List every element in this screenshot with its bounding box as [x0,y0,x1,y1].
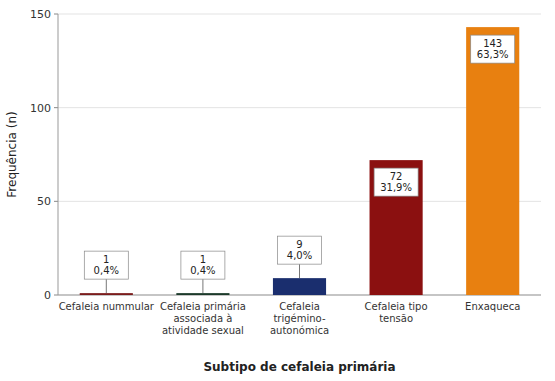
x-tick-label: Cefaleia tipotensão [365,301,428,324]
y-tick [54,201,58,202]
label-leader [299,264,300,278]
label-box [181,251,225,279]
y-tick-label: 50 [37,195,51,208]
x-tick-label: Cefaleia nummular [59,301,155,312]
x-tick-label: Cefaleiatrigémino-autonómica [270,301,329,336]
y-tick-label: 0 [44,289,51,302]
x-axis: Cefaleia nummular Cefaleia primáriaassoci… [59,301,521,336]
data-label: 94,0% [278,236,322,278]
data-label: 7231,9% [374,168,418,196]
label-box [471,35,515,63]
label-box [84,251,128,279]
y-tick-label: 100 [30,102,51,115]
data-labels: 10,4% 10,4% 94,0% 7231,9% 14363,3% [84,35,514,293]
y-axis: 0 50 100 150 [30,8,541,302]
bar [466,27,519,295]
bar [273,278,326,295]
x-axis-title: Subtipo de cefaleia primária [203,360,395,374]
y-tick [54,14,58,15]
data-label: 10,4% [84,251,128,293]
chart-container: 0 50 100 150 Cefaleia nummular Cefaleia primá… [0,0,555,381]
label-leader [202,279,203,293]
data-label-text: 10,4% [190,254,215,276]
y-tick [54,107,58,108]
bar [80,293,133,295]
bars [80,27,520,295]
label-box [374,168,418,196]
data-label: 10,4% [181,251,225,293]
x-tick-label: Enxaqueca [465,301,520,312]
grid-line [58,14,541,15]
data-label-text: 7231,9% [380,171,412,193]
x-tick-label: Cefaleia primáriaassociada àatividade se… [160,301,246,336]
y-axis-line [58,14,59,295]
bar [370,160,423,295]
data-label: 14363,3% [471,35,515,63]
chart: 0 50 100 150 Cefaleia nummular Cefaleia primá… [0,0,555,381]
bar [176,293,229,295]
y-tick-label: 150 [30,8,51,21]
y-axis-title: Frequência (n) [5,111,19,197]
data-label-text: 10,4% [94,254,119,276]
data-label-text: 94,0% [287,239,312,261]
grid [58,14,541,295]
y-tick [54,295,58,296]
data-label-text: 14363,3% [477,38,509,60]
label-box [278,236,322,264]
label-leader [106,279,107,293]
